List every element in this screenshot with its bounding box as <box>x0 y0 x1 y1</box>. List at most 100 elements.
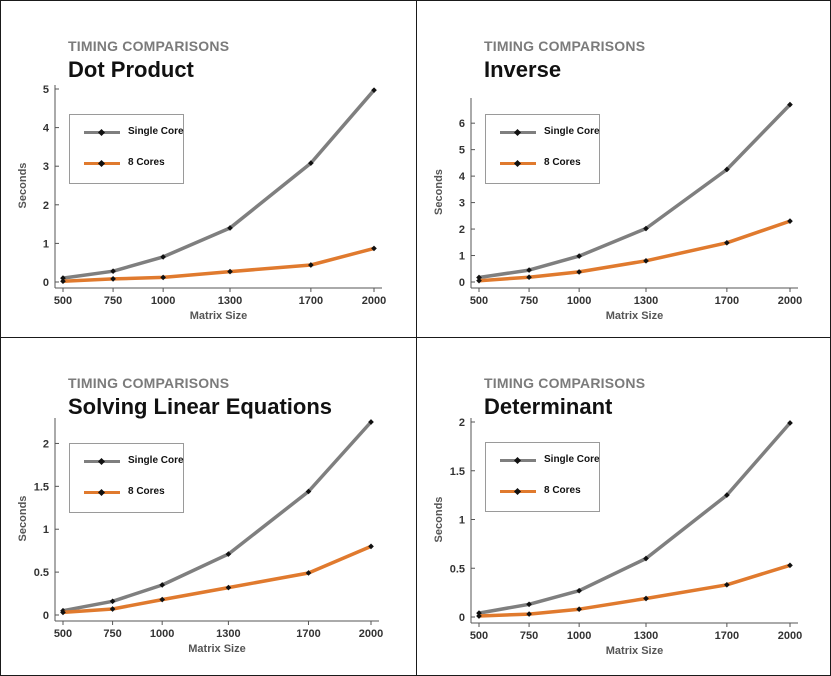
legend-item: Single Core <box>70 454 184 468</box>
y-tick-label: 2 <box>459 417 465 429</box>
series-line-single-core <box>477 421 792 615</box>
y-tick-label: 1.5 <box>34 481 49 493</box>
legend: Single Core 8 Cores <box>485 442 600 512</box>
x-tick-label: 1000 <box>150 628 174 640</box>
y-tick-label: 4 <box>43 123 50 135</box>
y-tick-label: 5 <box>43 84 49 96</box>
series-line-eight-cores <box>477 563 792 618</box>
data-point-single-core <box>160 254 166 260</box>
chart-svg: 0 0.5 1 1.5 2 500 750 1000 1300 1700 2000 Matrix Si… <box>17 418 383 655</box>
x-tick-label: 2000 <box>778 630 802 642</box>
y-tick-label: 3 <box>43 161 49 173</box>
x-tick-label: 2000 <box>359 628 383 640</box>
chart-title: Dot Product <box>68 57 194 82</box>
x-tick-label: 1000 <box>151 295 175 307</box>
chart-panel: TIMING COMPARISONS Inverse 0 1 2 3 4 5 6 500 750 10… <box>416 0 831 338</box>
x-tick-label: 1300 <box>218 295 242 307</box>
legend-label: 8 Cores <box>128 157 165 168</box>
series-line-eight-cores <box>61 246 376 283</box>
y-tick-label: 3 <box>459 198 465 210</box>
data-point-eight-cores <box>227 268 233 275</box>
data-point-eight-cores <box>305 570 312 576</box>
y-tick-label: 1.5 <box>450 466 465 478</box>
x-tick-label: 750 <box>520 630 538 642</box>
x-tick-label: 500 <box>470 295 488 307</box>
legend-item: Single Core <box>486 125 600 139</box>
legend-item: 8 Cores <box>70 156 183 170</box>
y-tick-label: 0 <box>459 277 465 289</box>
legend: Single Core 8 Cores <box>69 114 184 184</box>
y-tick-label: 2 <box>43 200 49 212</box>
y-tick-label: 2 <box>43 438 49 450</box>
y-axis-label: Seconds <box>17 496 29 542</box>
chart-title: Solving Linear Equations <box>68 394 333 419</box>
y-tick-label: 5 <box>459 145 465 157</box>
x-axis-label: Matrix Size <box>188 643 245 655</box>
series-line-eight-cores <box>61 544 373 615</box>
series-line-single-core <box>61 88 376 280</box>
chart-subtitle: TIMING COMPARISONS <box>68 375 230 391</box>
legend-label: 8 Cores <box>544 485 581 496</box>
x-axis-label: Matrix Size <box>606 310 663 322</box>
legend-label: Single Core <box>544 126 600 137</box>
x-tick-label: 1700 <box>299 295 323 307</box>
legend-item: 8 Cores <box>486 484 599 498</box>
y-axis-label: Seconds <box>433 497 445 543</box>
data-point-single-core <box>227 225 233 231</box>
legend: Single Core 8 Cores <box>69 443 184 513</box>
data-point-single-core <box>305 488 312 495</box>
series-line-single-core <box>477 102 792 280</box>
data-point-eight-cores <box>160 274 166 281</box>
x-tick-label: 750 <box>103 628 121 640</box>
data-point-eight-cores <box>308 262 314 268</box>
legend-item: 8 Cores <box>486 156 599 170</box>
legend-label: 8 Cores <box>544 157 581 168</box>
chart-title: Determinant <box>484 394 613 419</box>
x-axis-label: Matrix Size <box>606 645 663 657</box>
chart-subtitle: TIMING COMPARISONS <box>484 38 646 54</box>
y-tick-label: 0 <box>43 610 49 622</box>
x-tick-label: 500 <box>54 628 72 640</box>
x-tick-label: 2000 <box>778 295 802 307</box>
data-point-eight-cores <box>110 276 116 282</box>
y-tick-label: 1 <box>43 524 49 536</box>
data-point-eight-cores <box>787 218 793 224</box>
x-tick-label: 1300 <box>634 630 658 642</box>
data-point-eight-cores <box>576 606 582 613</box>
series-line-single-core <box>61 420 373 613</box>
chart-title: Inverse <box>484 57 562 82</box>
x-tick-label: 1300 <box>634 295 658 307</box>
legend-label: Single Core <box>128 455 184 466</box>
data-point-eight-cores <box>526 274 532 281</box>
x-tick-label: 750 <box>104 295 122 307</box>
series-line-eight-cores <box>477 219 792 283</box>
legend-label: 8 Cores <box>128 486 165 497</box>
data-point-single-core <box>368 419 374 425</box>
chart-svg: 0 0.5 1 1.5 2 500 750 1000 1300 1700 2000 Matrix Si… <box>433 417 802 657</box>
x-tick-label: 1000 <box>567 630 591 642</box>
legend-label: Single Core <box>544 454 600 465</box>
chart-subtitle: TIMING COMPARISONS <box>484 375 646 391</box>
legend: Single Core 8 Cores <box>485 114 600 184</box>
y-tick-label: 4 <box>459 171 466 183</box>
x-tick-label: 1700 <box>715 630 739 642</box>
y-tick-label: 1 <box>459 515 465 527</box>
chart-panel: TIMING COMPARISONS Dot Product 0 1 2 3 4 5 500 75… <box>0 0 417 338</box>
chart-subtitle: TIMING COMPARISONS <box>68 38 230 54</box>
data-point-eight-cores <box>526 611 532 617</box>
x-tick-label: 1300 <box>216 628 240 640</box>
legend-item: 8 Cores <box>70 485 183 499</box>
legend-label: Single Core <box>128 126 184 137</box>
y-axis-label: Seconds <box>433 169 445 215</box>
y-tick-label: 0.5 <box>34 567 49 579</box>
x-tick-label: 500 <box>54 295 72 307</box>
chart-svg: 0 1 2 3 4 5 6 500 750 1000 1300 1700 2000 Matrix Size… <box>433 98 802 322</box>
y-tick-label: 2 <box>459 224 465 236</box>
legend-item: Single Core <box>70 125 184 139</box>
y-tick-label: 6 <box>459 118 465 130</box>
data-point-eight-cores <box>643 257 649 264</box>
x-axis-label: Matrix Size <box>190 310 247 322</box>
y-tick-label: 0 <box>43 277 49 289</box>
y-tick-label: 0.5 <box>450 563 465 575</box>
